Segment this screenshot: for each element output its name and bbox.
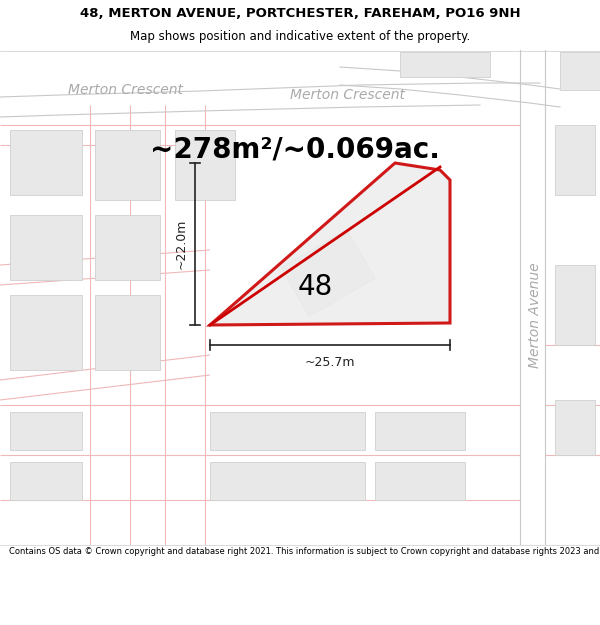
Polygon shape bbox=[555, 125, 595, 195]
Text: Contains OS data © Crown copyright and database right 2021. This information is : Contains OS data © Crown copyright and d… bbox=[9, 548, 600, 556]
Polygon shape bbox=[210, 163, 450, 325]
Polygon shape bbox=[555, 400, 595, 455]
Text: ~25.7m: ~25.7m bbox=[305, 356, 355, 369]
Polygon shape bbox=[375, 462, 465, 500]
Polygon shape bbox=[10, 295, 82, 370]
Text: 48, MERTON AVENUE, PORTCHESTER, FAREHAM, PO16 9NH: 48, MERTON AVENUE, PORTCHESTER, FAREHAM,… bbox=[80, 7, 520, 20]
Polygon shape bbox=[10, 462, 82, 500]
Polygon shape bbox=[10, 130, 82, 195]
Polygon shape bbox=[95, 295, 160, 370]
Polygon shape bbox=[375, 412, 465, 450]
Polygon shape bbox=[555, 265, 595, 345]
Polygon shape bbox=[10, 215, 82, 280]
Polygon shape bbox=[400, 52, 490, 77]
Polygon shape bbox=[95, 130, 160, 200]
Text: Merton Crescent: Merton Crescent bbox=[290, 88, 405, 102]
Polygon shape bbox=[95, 215, 160, 280]
Text: ~22.0m: ~22.0m bbox=[175, 219, 187, 269]
Polygon shape bbox=[175, 130, 235, 200]
Text: Map shows position and indicative extent of the property.: Map shows position and indicative extent… bbox=[130, 30, 470, 43]
Polygon shape bbox=[210, 462, 365, 500]
Polygon shape bbox=[210, 412, 365, 450]
Text: Merton Avenue: Merton Avenue bbox=[528, 262, 542, 368]
Polygon shape bbox=[281, 230, 375, 316]
Text: 48: 48 bbox=[298, 273, 332, 301]
Text: Merton Crescent: Merton Crescent bbox=[68, 83, 183, 97]
Text: ~278m²/~0.069ac.: ~278m²/~0.069ac. bbox=[150, 136, 440, 164]
Polygon shape bbox=[560, 52, 600, 90]
Polygon shape bbox=[10, 412, 82, 450]
